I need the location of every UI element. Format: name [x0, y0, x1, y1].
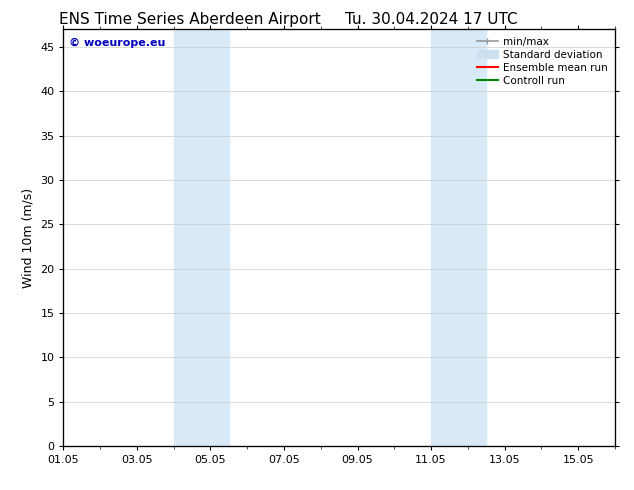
Legend: min/max, Standard deviation, Ensemble mean run, Controll run: min/max, Standard deviation, Ensemble me…	[473, 32, 612, 90]
Bar	[174, 29, 229, 446]
Text: © woeurope.eu: © woeurope.eu	[69, 38, 165, 48]
Y-axis label: Wind 10m (m/s): Wind 10m (m/s)	[22, 188, 35, 288]
Text: ENS Time Series Aberdeen Airport: ENS Time Series Aberdeen Airport	[60, 12, 321, 27]
Text: Tu. 30.04.2024 17 UTC: Tu. 30.04.2024 17 UTC	[345, 12, 517, 27]
Bar	[431, 29, 486, 446]
